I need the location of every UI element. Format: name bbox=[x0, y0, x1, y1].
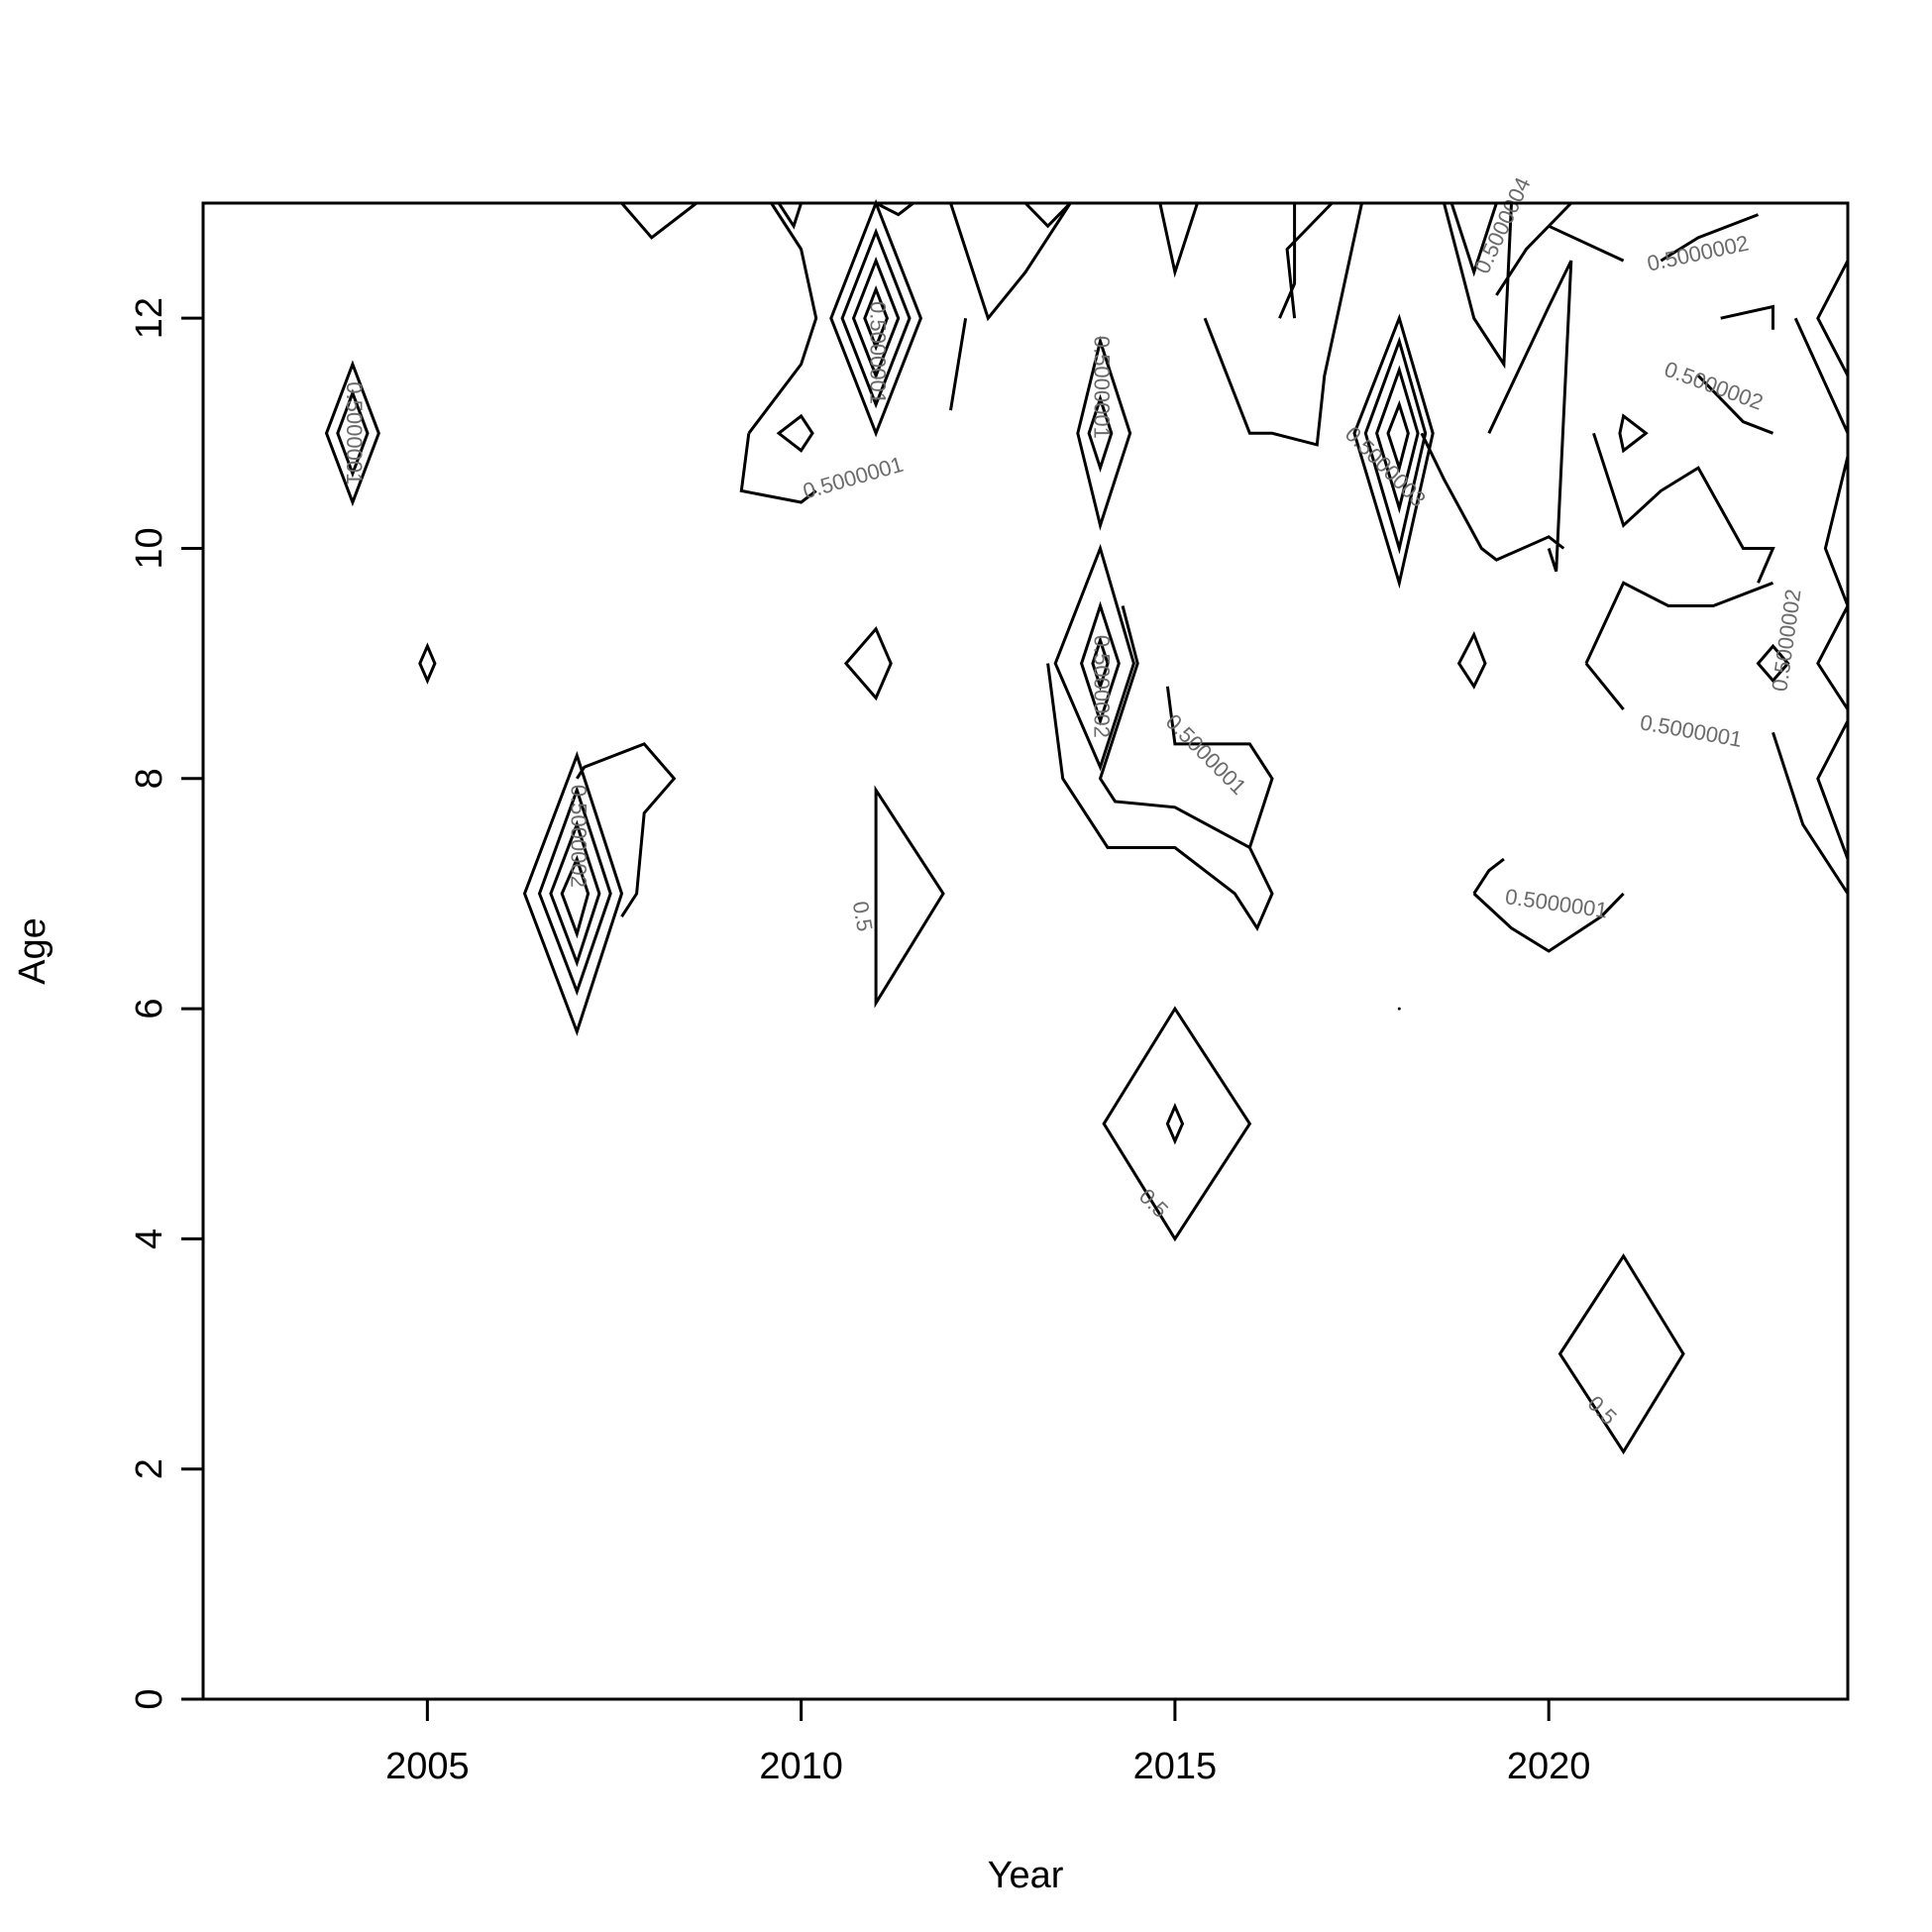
contour-segment-8 bbox=[1278, 203, 1297, 319]
contour-segment-21 bbox=[1720, 304, 1774, 330]
contour-line-20 bbox=[874, 785, 945, 1009]
contour-segment-11 bbox=[1449, 202, 1498, 277]
contour-segment-17 bbox=[1697, 375, 1774, 435]
x-axis-title: Year bbox=[988, 1855, 1064, 1896]
contour-segment-1 bbox=[747, 202, 818, 435]
contour-label-5: 0.5000001 bbox=[1090, 336, 1115, 439]
contour-line-13 bbox=[1076, 335, 1132, 531]
contour-labels: 0.50000010.50000020.50000010.50000010.50… bbox=[342, 173, 1805, 1430]
contour-line-12 bbox=[776, 413, 814, 453]
contour-line-24 bbox=[1375, 365, 1420, 514]
contour-segment-12 bbox=[1495, 201, 1572, 296]
contour-line-16 bbox=[1080, 600, 1121, 726]
contour-label-15: 0.5000001 bbox=[1504, 884, 1609, 922]
contour-line-3 bbox=[522, 750, 624, 1036]
contour-line-18 bbox=[1102, 1006, 1252, 1242]
contour-segment-0 bbox=[576, 742, 677, 918]
contour-point bbox=[1397, 1007, 1401, 1011]
contour-segment-27 bbox=[1771, 731, 1850, 895]
contour-label-1: 0.5000002 bbox=[566, 785, 590, 888]
x-tick-label: 2005 bbox=[385, 1746, 470, 1787]
contour-line-22 bbox=[1352, 313, 1435, 590]
contour-line-23 bbox=[1363, 336, 1428, 555]
contour-line-7 bbox=[829, 198, 923, 438]
contour-segment-32 bbox=[875, 201, 914, 217]
contour-line-26 bbox=[1456, 630, 1487, 690]
y-tick-label: 8 bbox=[129, 768, 170, 789]
contour-line-5 bbox=[549, 819, 601, 968]
contour-line-11 bbox=[843, 626, 893, 701]
contour-line-10 bbox=[863, 284, 890, 352]
contour-line-17 bbox=[1091, 635, 1110, 692]
contour-label-13: 0.5000002 bbox=[1767, 588, 1805, 693]
contour-segment-16 bbox=[1548, 224, 1625, 263]
contour-segment-5 bbox=[1046, 663, 1274, 931]
contour-segment-29 bbox=[1472, 892, 1625, 953]
y-tick-label: 6 bbox=[129, 999, 170, 1020]
contour-label-10: 0.5000004 bbox=[1469, 173, 1536, 277]
contour-line-9 bbox=[851, 256, 901, 380]
contour-line-8 bbox=[840, 227, 912, 409]
contour-segment-14 bbox=[1487, 260, 1573, 573]
contour-segment-15 bbox=[1660, 213, 1760, 263]
contour-segment-7 bbox=[1203, 202, 1363, 447]
contour-segment-6 bbox=[1098, 605, 1274, 850]
contour-segment-24 bbox=[1823, 456, 1850, 607]
y-tick-label: 12 bbox=[129, 297, 170, 339]
contour-segment-2 bbox=[739, 433, 817, 504]
y-tick-label: 4 bbox=[129, 1229, 170, 1249]
contour-label-8: 0.5 bbox=[1134, 1184, 1173, 1223]
y-axis-title: Age bbox=[12, 917, 54, 985]
contour-label-6: 0.5000002 bbox=[1090, 635, 1115, 738]
contour-lines bbox=[324, 198, 1850, 1455]
contour-line-27 bbox=[1618, 413, 1649, 454]
y-tick-label: 10 bbox=[129, 527, 170, 569]
contour-segment-10 bbox=[1443, 202, 1513, 370]
contour-segment-20 bbox=[1584, 662, 1625, 711]
contour-label-12: 0.5000002 bbox=[1662, 357, 1767, 415]
contour-segment-25 bbox=[1816, 604, 1850, 710]
contour-line-21 bbox=[1557, 1252, 1685, 1455]
contour-segment-26 bbox=[1816, 720, 1850, 860]
x-tick-label: 2020 bbox=[1507, 1746, 1591, 1787]
contour-line-0 bbox=[324, 360, 380, 507]
y-tick-label: 2 bbox=[129, 1458, 170, 1479]
contour-label-2: 0.5000001 bbox=[865, 301, 890, 404]
x-tick-label: 2015 bbox=[1133, 1746, 1218, 1787]
contour-label-3: 0.5000001 bbox=[801, 452, 907, 504]
contour-segment-18 bbox=[1592, 432, 1775, 584]
contour-segment-28 bbox=[1472, 857, 1505, 895]
contour-segment-34 bbox=[1158, 202, 1199, 278]
plot-frame bbox=[201, 201, 1850, 1701]
contour-line-2 bbox=[418, 642, 437, 685]
contour-segment-3 bbox=[949, 202, 1072, 322]
contour-line-15 bbox=[1053, 543, 1135, 772]
contour-segment-22 bbox=[1793, 203, 1850, 434]
contour-label-0: 0.5000001 bbox=[342, 381, 367, 484]
contour-segment-19 bbox=[1584, 581, 1774, 665]
contour-label-14: 0.5000001 bbox=[1638, 709, 1744, 752]
contour-line-14 bbox=[1087, 393, 1114, 474]
y-axis: 0 2 4 6 8 10 12 bbox=[129, 297, 205, 1710]
x-axis: 2005 2010 2015 2020 bbox=[385, 1697, 1591, 1787]
contour-line-19 bbox=[1165, 1103, 1185, 1145]
x-tick-label: 2010 bbox=[759, 1746, 843, 1787]
contour-line-25 bbox=[1386, 399, 1410, 474]
contour-segment-13 bbox=[1420, 432, 1565, 562]
contour-segment-4 bbox=[949, 317, 968, 411]
contour-line-28 bbox=[1756, 643, 1790, 684]
contour-segment-30 bbox=[620, 201, 698, 240]
contour-line-4 bbox=[537, 785, 612, 997]
contour-segment-31 bbox=[777, 202, 804, 230]
contour-label-7: 0.5000001 bbox=[1161, 709, 1251, 800]
y-tick-label: 0 bbox=[129, 1688, 170, 1709]
contour-line-6 bbox=[560, 854, 590, 939]
contour-segment-23 bbox=[1816, 260, 1850, 376]
contour-segment-33 bbox=[1023, 201, 1072, 229]
contour-label-4: 0.5 bbox=[848, 900, 878, 933]
contour-line-1 bbox=[336, 388, 370, 479]
contour-segment-9 bbox=[1285, 201, 1334, 319]
